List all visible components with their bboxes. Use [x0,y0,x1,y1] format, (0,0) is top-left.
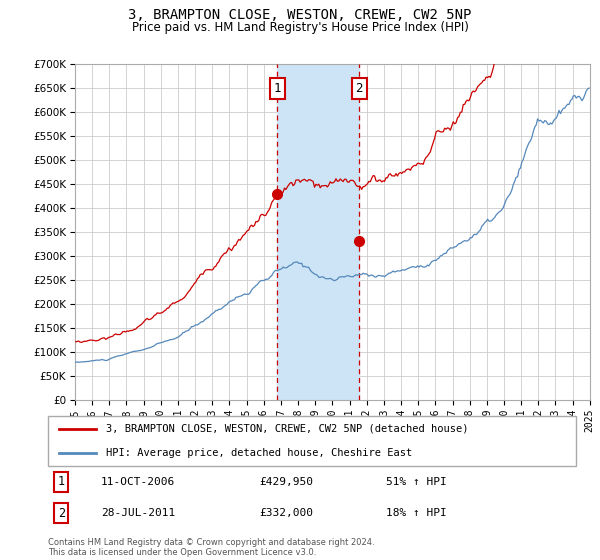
Text: HPI: Average price, detached house, Cheshire East: HPI: Average price, detached house, Ches… [106,448,412,458]
Text: £332,000: £332,000 [259,508,313,518]
Text: 28-JUL-2011: 28-JUL-2011 [101,508,175,518]
Text: Price paid vs. HM Land Registry's House Price Index (HPI): Price paid vs. HM Land Registry's House … [131,21,469,34]
Text: 1: 1 [274,82,281,95]
Text: 18% ↑ HPI: 18% ↑ HPI [386,508,446,518]
Text: £429,950: £429,950 [259,477,313,487]
Text: 1: 1 [58,475,65,488]
Text: 2: 2 [356,82,363,95]
Text: 51% ↑ HPI: 51% ↑ HPI [386,477,446,487]
Bar [277,64,359,400]
Text: 11-OCT-2006: 11-OCT-2006 [101,477,175,487]
Text: 3, BRAMPTON CLOSE, WESTON, CREWE, CW2 5NP: 3, BRAMPTON CLOSE, WESTON, CREWE, CW2 5N… [128,8,472,22]
Text: 3, BRAMPTON CLOSE, WESTON, CREWE, CW2 5NP (detached house): 3, BRAMPTON CLOSE, WESTON, CREWE, CW2 5N… [106,423,469,433]
Text: 2: 2 [58,507,65,520]
Text: Contains HM Land Registry data © Crown copyright and database right 2024.
This d: Contains HM Land Registry data © Crown c… [48,538,374,557]
